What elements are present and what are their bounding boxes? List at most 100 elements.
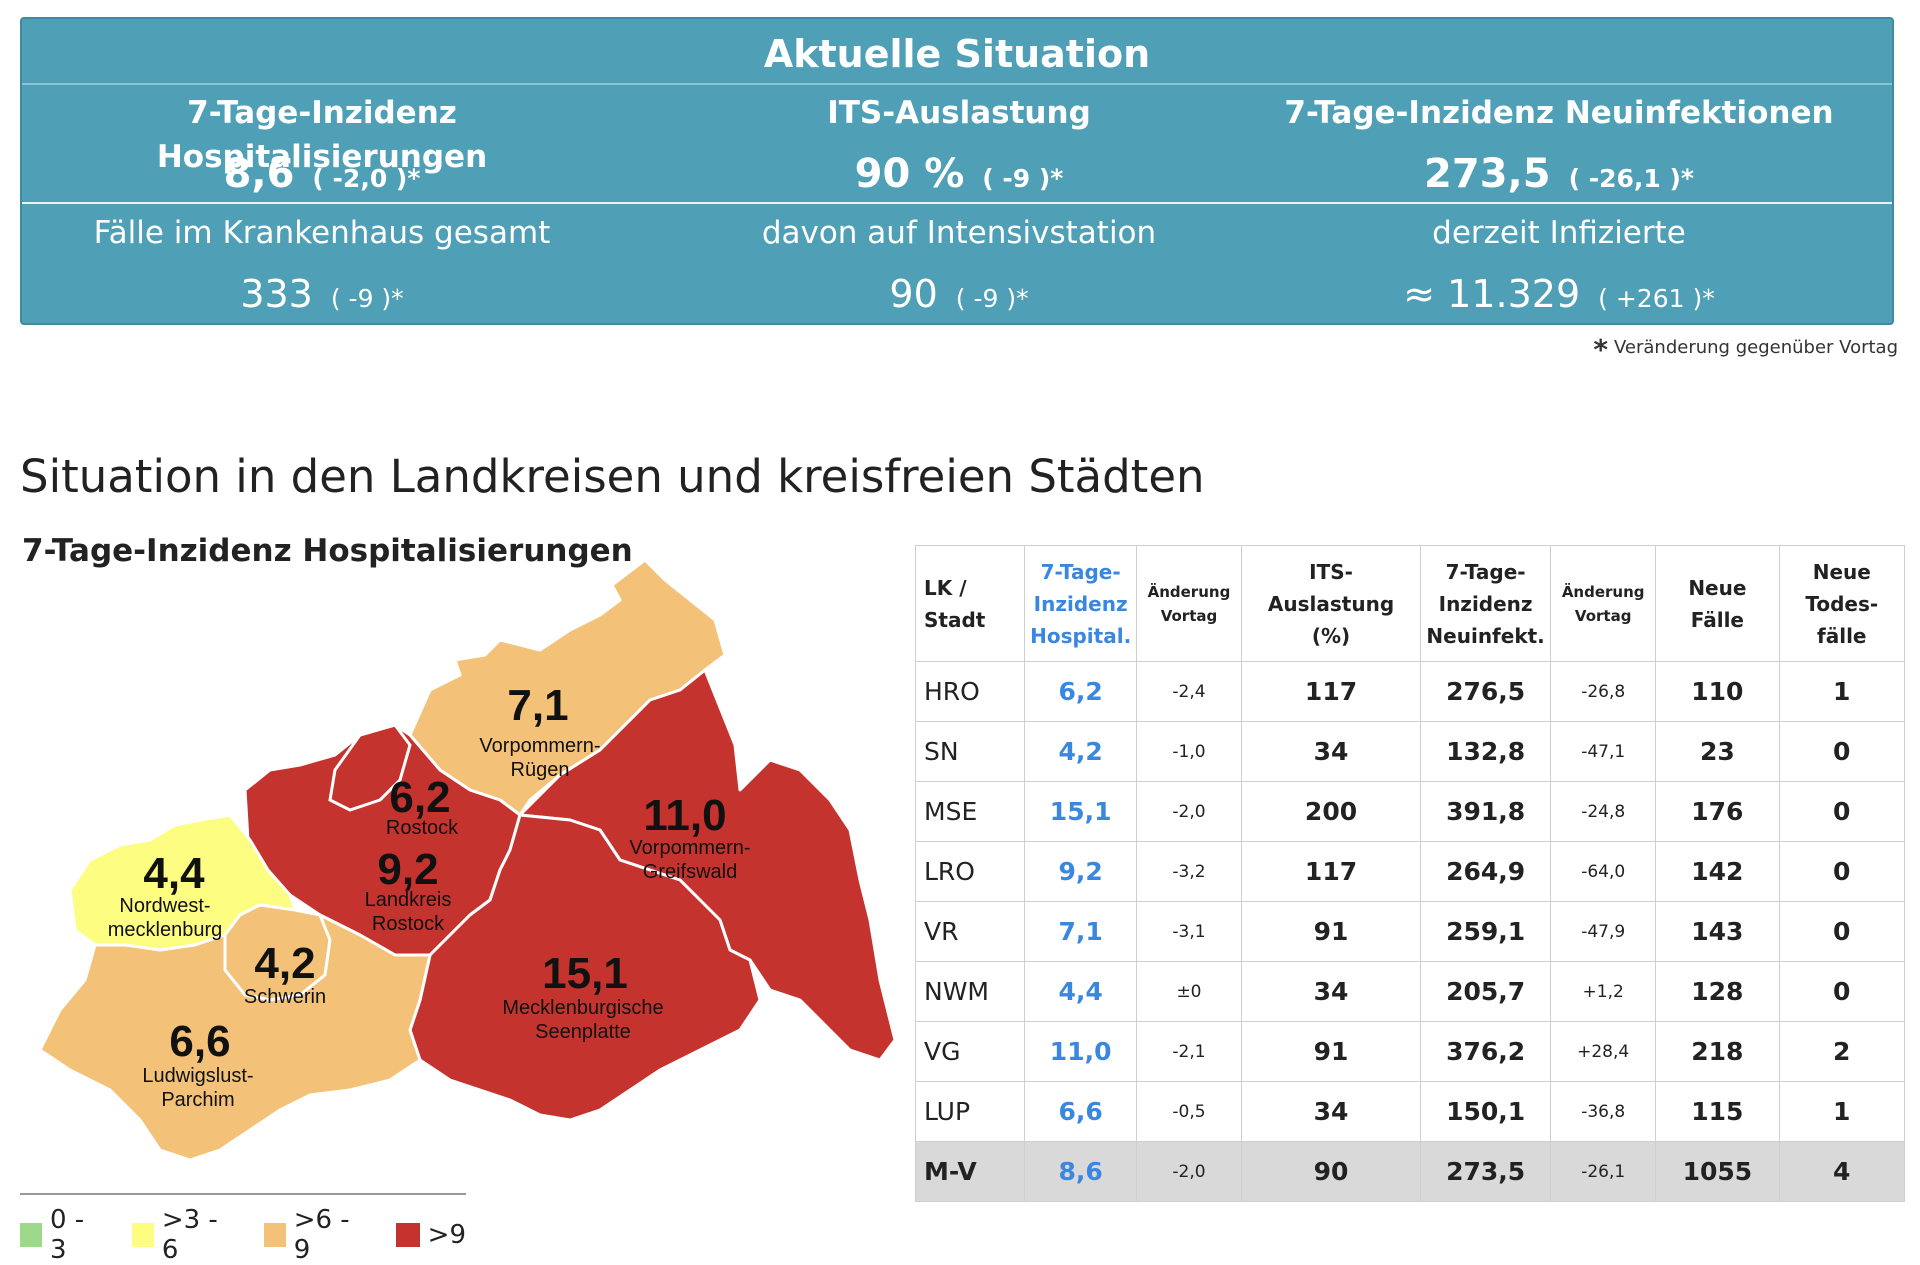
region-name: Vorpommern- <box>629 837 750 859</box>
kpi-value: 8,6 <box>223 151 295 197</box>
table-cell: -64,0 <box>1550 841 1657 902</box>
table-cell: 9,2 <box>1024 841 1137 902</box>
table-cell: VG <box>914 1021 1026 1082</box>
sub-value: 90 <box>889 272 938 316</box>
table-cell: 4,2 <box>1024 721 1137 782</box>
table-row: VR 7,1 -3,1 91 259,1 -47,9 143 0 <box>914 901 1906 962</box>
table-cell: 176 <box>1655 781 1780 842</box>
region-ludwigslust-parchim[interactable] <box>38 913 432 1162</box>
table-cell: 34 <box>1240 961 1422 1022</box>
sub-label: derzeit Infizierte <box>1432 215 1686 251</box>
banner-divider <box>22 202 1892 204</box>
district-table: LK / Stadt 7-Tage- Inzidenz Hospital. Änder… <box>914 545 1906 1202</box>
region-value: 4,4 <box>143 849 205 898</box>
sub-label: davon auf Intensivstation <box>761 215 1157 251</box>
table-cell: 1 <box>1778 661 1906 722</box>
region-name: Ludwigslust- <box>142 1065 253 1087</box>
table-cell: 150,1 <box>1420 1081 1552 1142</box>
table-cell: 23 <box>1655 721 1780 782</box>
sub-change: ( -9 )* <box>330 284 404 313</box>
col-header-district[interactable]: LK / Stadt <box>914 545 1026 662</box>
header-text: fälle <box>1817 623 1867 648</box>
kpi-label: 7-Tage-Inzidenz Neuinfektionen <box>1284 95 1834 131</box>
legend-item: >6 - 9 <box>263 1205 368 1265</box>
region-name: Parchim <box>161 1089 234 1111</box>
region-name: Nordwest- <box>119 895 210 917</box>
header-text: Todes- <box>1805 591 1879 616</box>
table-cell: 200 <box>1240 781 1422 842</box>
table-cell: -47,1 <box>1550 721 1657 782</box>
table-cell: 132,8 <box>1420 721 1552 782</box>
current-situation-banner: Aktuelle Situation 7-Tage-Inzidenz Hospi… <box>20 17 1894 325</box>
region-value: 15,1 <box>542 949 628 998</box>
table-cell: -2,4 <box>1135 661 1243 722</box>
footnote: * Veränderung gegenüber Vortag <box>1593 333 1898 366</box>
table-cell: 273,5 <box>1420 1141 1552 1202</box>
legend-label: >6 - 9 <box>293 1205 350 1265</box>
col-header-infection-incidence[interactable]: 7-Tage- Inzidenz Neuinfekt. <box>1420 545 1552 662</box>
header-text: Vortag <box>1160 606 1218 625</box>
table-cell: 205,7 <box>1420 961 1552 1022</box>
section-title: Situation in den Landkreisen und kreisfr… <box>20 450 1205 503</box>
table-header-row: LK / Stadt 7-Tage- Inzidenz Hospital. Änder… <box>914 545 1906 662</box>
table-cell: 4 <box>1778 1141 1906 1202</box>
map-title: 7-Tage-Inzidenz Hospitalisierungen <box>22 533 633 569</box>
table-row: HRO 6,2 -2,4 117 276,5 -26,8 110 1 <box>914 661 1906 722</box>
legend-label: 0 - 3 <box>49 1205 85 1265</box>
kpi-change: ( -9 )* <box>982 164 1064 193</box>
table-cell: SN <box>914 721 1026 782</box>
table-cell: 264,9 <box>1420 841 1552 902</box>
region-value: 11,0 <box>643 791 726 840</box>
col-header-new-cases[interactable]: Neue Fälle <box>1655 545 1780 662</box>
table-cell: 91 <box>1240 1021 1422 1082</box>
table-cell: -0,5 <box>1135 1081 1243 1142</box>
table-cell: 91 <box>1240 901 1422 962</box>
region-value: 4,2 <box>254 939 315 988</box>
table-cell: 0 <box>1778 721 1906 782</box>
header-text: Inzidenz <box>1033 591 1128 616</box>
table-cell: +1,2 <box>1550 961 1657 1022</box>
table-cell: +28,4 <box>1550 1021 1657 1082</box>
col-header-hosp-change[interactable]: Änderung Vortag <box>1135 545 1243 662</box>
table-cell: 1 <box>1778 1081 1906 1142</box>
header-text: Neuinfekt. <box>1426 623 1545 648</box>
col-header-its[interactable]: ITS- Auslastung (%) <box>1240 545 1422 662</box>
col-header-infection-change[interactable]: Änderung Vortag <box>1550 545 1657 662</box>
sub-change: ( -9 )* <box>955 284 1029 313</box>
table-cell: M-V <box>914 1141 1026 1202</box>
region-vorpommern-ruegen[interactable] <box>408 558 727 817</box>
col-header-new-deaths[interactable]: Neue Todes-fälle <box>1778 545 1906 662</box>
table-cell: ±0 <box>1135 961 1243 1022</box>
region-mecklenburgische-seenplatte[interactable] <box>408 813 762 1122</box>
table-cell: 391,8 <box>1420 781 1552 842</box>
header-text: (%) <box>1311 623 1351 648</box>
table-cell: 8,6 <box>1024 1141 1137 1202</box>
table-cell: -2,0 <box>1135 1141 1243 1202</box>
table-cell: 117 <box>1240 841 1422 902</box>
sub-value: 333 <box>240 272 313 316</box>
header-text: Auslastung <box>1267 591 1395 616</box>
col-header-hosp-incidence[interactable]: 7-Tage- Inzidenz Hospital. <box>1024 545 1137 662</box>
table-row: LRO 9,2 -3,2 117 264,9 -64,0 142 0 <box>914 841 1906 902</box>
kpi-value: 273,5 <box>1424 151 1551 197</box>
kpi-label: 7-Tage-Inzidenz Hospitalisierungen <box>156 95 488 175</box>
header-text: Vortag <box>1574 606 1632 625</box>
table-cell: -26,8 <box>1550 661 1657 722</box>
table-cell: 0 <box>1778 841 1906 902</box>
table-cell: NWM <box>914 961 1026 1022</box>
banner-title: Aktuelle Situation <box>763 32 1151 76</box>
table-cell: 143 <box>1655 901 1780 962</box>
table-cell: 0 <box>1778 961 1906 1022</box>
header-text: Änderung <box>1561 582 1645 601</box>
sub-value: ≈ 11.329 <box>1403 272 1581 316</box>
table-cell: 117 <box>1240 661 1422 722</box>
sub-change: ( +261 )* <box>1598 284 1715 313</box>
header-text: Fälle <box>1690 607 1744 632</box>
table-cell: 4,4 <box>1024 961 1137 1022</box>
kpi-change: ( -26,1 )* <box>1568 164 1694 193</box>
table-cell: 115 <box>1655 1081 1780 1142</box>
rostock-city-boundary <box>328 723 412 812</box>
table-cell: 34 <box>1240 1081 1422 1142</box>
legend-label: >3 - 6 <box>161 1205 218 1265</box>
table-cell: -36,8 <box>1550 1081 1657 1142</box>
